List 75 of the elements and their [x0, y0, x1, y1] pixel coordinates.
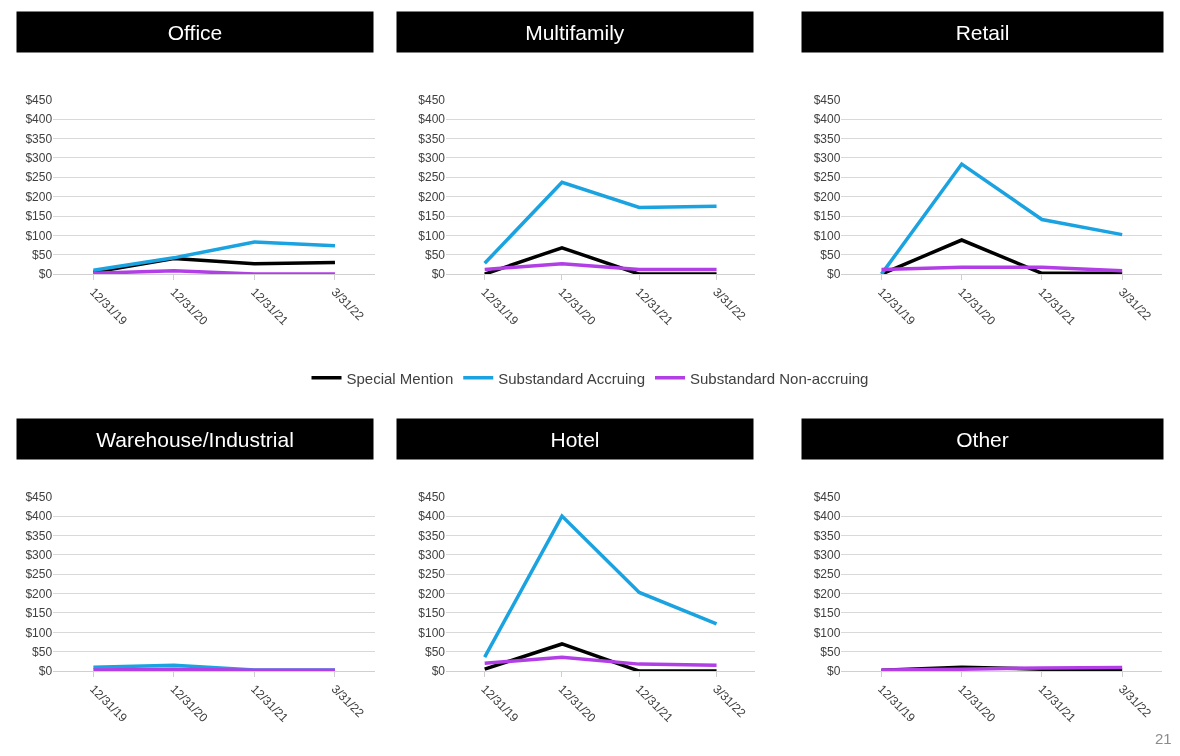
y-tick-label: $0 — [826, 664, 841, 679]
y-tick-label: $400 — [418, 509, 446, 524]
y-tick-label: $400 — [813, 112, 841, 127]
y-tick-label: $300 — [813, 548, 841, 563]
chart-title: Multifamily — [525, 20, 625, 44]
y-tick-label: $200 — [813, 189, 841, 204]
y-tick-label: $0 — [431, 664, 446, 679]
y-tick-label: $250 — [813, 567, 841, 582]
y-tick-label: $50 — [32, 644, 53, 659]
y-tick-label: $350 — [418, 131, 446, 146]
y-tick-label: $50 — [425, 247, 446, 262]
y-tick-label: $350 — [25, 528, 53, 543]
y-tick-label: $0 — [431, 267, 446, 282]
y-tick-label: $150 — [813, 209, 841, 224]
y-tick-label: $300 — [25, 151, 53, 166]
y-tick-label: $400 — [25, 112, 53, 127]
y-tick-label: $50 — [820, 247, 841, 262]
y-tick-label: $50 — [820, 644, 841, 659]
y-tick-label: $350 — [813, 131, 841, 146]
line-series — [879, 162, 1124, 275]
y-tick-label: $100 — [418, 228, 446, 243]
y-tick-label: $300 — [25, 548, 53, 563]
y-tick-label: $400 — [813, 509, 841, 524]
y-tick-label: $0 — [38, 267, 53, 282]
line-series — [482, 655, 719, 668]
text: 21 — [1155, 730, 1172, 747]
chart-title: Warehouse/Industrial — [96, 427, 294, 451]
y-tick-label: $150 — [418, 209, 446, 224]
line-series — [482, 180, 719, 266]
y-tick-label: $100 — [418, 625, 446, 640]
y-tick-label: $200 — [25, 586, 53, 601]
y-tick-label: $350 — [25, 131, 53, 146]
y-tick-label: $250 — [25, 170, 53, 185]
y-tick-label: $0 — [38, 664, 53, 679]
y-tick-label: $250 — [25, 567, 53, 582]
y-tick-label: $450 — [25, 489, 53, 504]
legend-label: Special Mention — [346, 369, 454, 387]
y-tick-label: $200 — [418, 586, 446, 601]
y-tick-label: $100 — [813, 228, 841, 243]
y-tick-label: $150 — [25, 209, 53, 224]
y-tick-label: $450 — [418, 489, 446, 504]
y-tick-label: $100 — [813, 625, 841, 640]
line-series — [91, 240, 337, 272]
y-tick-label: $200 — [418, 189, 446, 204]
y-tick-label: $200 — [813, 586, 841, 601]
y-tick-label: $350 — [418, 528, 446, 543]
y-tick-label: $450 — [813, 92, 841, 107]
y-tick-label: $50 — [32, 247, 53, 262]
y-tick-label: $450 — [418, 92, 446, 107]
y-tick-label: $450 — [25, 92, 53, 107]
y-tick-label: $450 — [813, 489, 841, 504]
y-tick-label: $200 — [25, 189, 53, 204]
y-tick-label: $300 — [418, 151, 446, 166]
y-tick-label: $100 — [25, 228, 53, 243]
y-tick-label: $300 — [813, 151, 841, 166]
y-tick-label: $150 — [25, 606, 53, 621]
y-tick-label: $400 — [25, 509, 53, 524]
line-series — [482, 514, 719, 659]
chart-title: Hotel — [550, 427, 600, 451]
y-tick-label: $150 — [418, 606, 446, 621]
y-tick-label: $300 — [418, 548, 446, 563]
y-tick-label: $400 — [418, 112, 446, 127]
y-tick-label: $150 — [813, 606, 841, 621]
legend-label: Substandard Accruing — [498, 369, 645, 387]
y-tick-label: $350 — [813, 528, 841, 543]
y-tick-label: $100 — [25, 625, 53, 640]
y-tick-label: $50 — [425, 644, 446, 659]
y-tick-label: $250 — [418, 170, 446, 185]
y-tick-label: $0 — [826, 267, 841, 282]
chart-title: Office — [167, 20, 223, 44]
chart-title: Other — [956, 427, 1009, 451]
y-tick-label: $250 — [813, 170, 841, 185]
y-tick-label: $250 — [418, 567, 446, 582]
legend-label: Substandard Non-accruing — [690, 369, 869, 387]
chart-title: Retail — [955, 20, 1010, 44]
